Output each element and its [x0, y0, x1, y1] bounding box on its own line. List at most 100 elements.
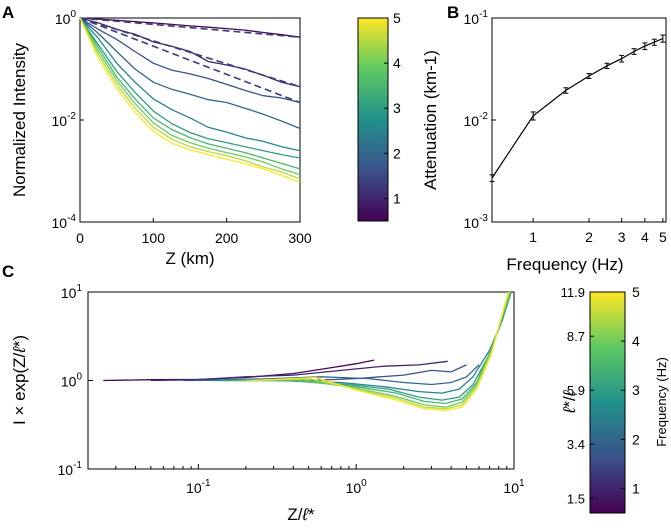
panel-c-x-tick-label: 101	[503, 478, 525, 496]
panel-b-x-tick-label: 5	[659, 229, 667, 245]
panel-a-colorbar-tick-label: 1	[393, 190, 401, 206]
panel-c-y-tick-label-exp: 0	[76, 372, 82, 383]
panel-c-colorbar-title-mid: */	[560, 396, 579, 408]
panel-b-y-tick-label-exp: -2	[479, 111, 488, 122]
panel-b-y-tick-label: 10-2	[464, 111, 489, 129]
panel-a-intensity-curve	[79, 17, 301, 38]
panel-c-x-axis-title-star: *	[308, 505, 315, 524]
panel-a-x-ticks: 0 100 200 300	[76, 218, 312, 246]
panel-c-x-axis-title: Z/ℓ*	[287, 505, 315, 524]
panel-c-y-tick-label-exp: -1	[73, 460, 82, 471]
panel-a-y-tick-label: 10-4	[52, 213, 77, 231]
panel-b-y-tick-label-exp: -1	[479, 9, 488, 20]
panel-c-x-tick-label-exp: 1	[519, 478, 525, 489]
panel-c-colorbar	[589, 291, 626, 514]
panel-b-x-tick-label: 1	[529, 229, 537, 245]
panel-c-x-tick-label: 10-1	[186, 478, 211, 496]
panel-a-intensity-curve	[79, 17, 301, 130]
panel-a-y-tick-label-exp: 0	[70, 9, 76, 20]
panel-c-colorbar-left-tick-label: 5.9	[567, 383, 585, 398]
panel-c-colorbar-right-tick-label: 1	[632, 480, 640, 496]
panel-a-intensity-curve	[79, 17, 301, 183]
panel-a-y-tick-label-exp: -2	[67, 111, 76, 122]
panel-b-x-tick-label: 3	[618, 229, 626, 245]
panel-c-x-tick-label-base: 10	[503, 480, 519, 496]
panel-c-colorbar-title-left: ℓ*/ℓ	[560, 390, 579, 414]
panel-c-colorbar-left-tick-label: 11.9	[561, 285, 585, 300]
panel-c-normalized-curve	[198, 364, 480, 386]
panel-c-colorbar-right-tick-label: 4	[632, 333, 640, 349]
panel-a-fit-line	[79, 17, 301, 88]
panel-a-intensity-curve	[79, 17, 301, 170]
panel-b-y-tick-label: 10-1	[464, 9, 489, 27]
panel-a-intensity-curve	[79, 17, 301, 152]
panel-c-y-tick-label: 10-1	[58, 460, 83, 478]
panel-b-y-axis-title: Attenuation (km-1)	[421, 50, 440, 190]
panel-c-colorbar-right-tick-label: 3	[632, 382, 640, 398]
panel-a-colorbar-ticks: 1 2 3 4 5	[384, 10, 401, 206]
panel-a-fit-line	[79, 17, 301, 39]
panel-c-y-axis-title-tail: *)	[10, 335, 29, 347]
panel-c-colorbar-title-right: Frequency (Hz)	[654, 357, 669, 447]
panel-a-x-tick-label: 0	[76, 230, 84, 246]
panel-a-y-tick-label-base: 10	[52, 113, 68, 129]
panel-a-fit-line	[79, 17, 301, 104]
panel-c-normalized-curve	[150, 360, 448, 382]
panel-label-a: A	[2, 3, 14, 22]
panel-b-y-tick-label-base: 10	[464, 11, 480, 27]
panel-a-colorbar-tick-label: 3	[393, 100, 401, 116]
panel-a-colorbar-tick-label: 2	[393, 145, 401, 161]
panel-a-x-axis-title: Z (km)	[165, 249, 214, 268]
panel-b-y-tick-label: 10-3	[464, 213, 489, 231]
panel-label-b: B	[447, 3, 459, 22]
panel-b-attenuation-series	[489, 34, 666, 182]
panel-a-colorbar-tick-label: 4	[393, 55, 401, 71]
panel-c-colorbar-ticks: 1 2 3 4 5 1.5 3.4 5.9 8.7 11.9	[561, 284, 640, 506]
panel-c-x-tick-label: 100	[346, 478, 368, 496]
panel-b-y-ticks: 10-110-210-3	[464, 9, 496, 231]
panel-c-x-tick-label-base: 10	[346, 480, 362, 496]
panel-c-colorbar-left-tick-label: 3.4	[567, 437, 585, 452]
panel-a-colorbar-tick-label: 5	[393, 10, 401, 26]
panel-c-y-tick-label-exp: 1	[76, 283, 82, 294]
panel-a-intensity-curve	[79, 17, 301, 159]
panel-c-x-tick-label-base: 10	[186, 480, 202, 496]
panel-c-y-tick-label: 100	[61, 372, 83, 390]
panel-a-x-tick-label: 300	[288, 230, 312, 246]
panel-c-normalized-curve	[221, 291, 512, 401]
panel-c-x-tick-label-exp: 0	[361, 478, 367, 489]
panel-c-colorbar-title-ell2: ℓ	[560, 390, 579, 397]
panel-a-intensity-curve	[79, 17, 301, 180]
panel-c-colorbar-right-tick-label: 5	[632, 284, 640, 300]
panel-b-y-tick-label-base: 10	[464, 113, 480, 129]
panel-a-x-tick-label: 200	[215, 230, 239, 246]
panel-c-normalized-curve	[210, 318, 504, 394]
panel-c-curves	[103, 291, 512, 411]
panel-c-y-axis-title: I × exp(Z/ℓ*)	[10, 335, 29, 425]
panel-c-x-ticks: 10-1 100 101	[87, 464, 525, 496]
panel-c-x-axis-title-main: Z/	[287, 505, 302, 524]
panel-b-x-tick-label: 2	[585, 229, 593, 245]
panel-c-colorbar-title-ell: ℓ	[560, 407, 579, 414]
panel-c-normalized-curve	[252, 291, 509, 411]
panel-a-y-tick-label: 10-2	[52, 111, 77, 129]
panel-a-intensity-curve	[79, 17, 301, 104]
panel-c-y-tick-label-base: 10	[61, 285, 77, 301]
panel-label-c: C	[2, 262, 14, 281]
panel-c-y-tick-label: 101	[61, 283, 83, 301]
panel-c-y-tick-label-base: 10	[58, 462, 74, 478]
panel-b-attenuation-line	[491, 37, 664, 179]
panel-c-x-tick-label-exp: -1	[202, 478, 211, 489]
panel-b-x-axis-title: Frequency (Hz)	[506, 255, 623, 274]
panel-a-y-tick-label-exp: -4	[67, 213, 76, 224]
panel-a-y-tick-label-base: 10	[52, 215, 68, 231]
panel-c-y-axis-title-ell: ℓ	[10, 347, 29, 354]
panel-a-colorbar	[357, 17, 389, 222]
